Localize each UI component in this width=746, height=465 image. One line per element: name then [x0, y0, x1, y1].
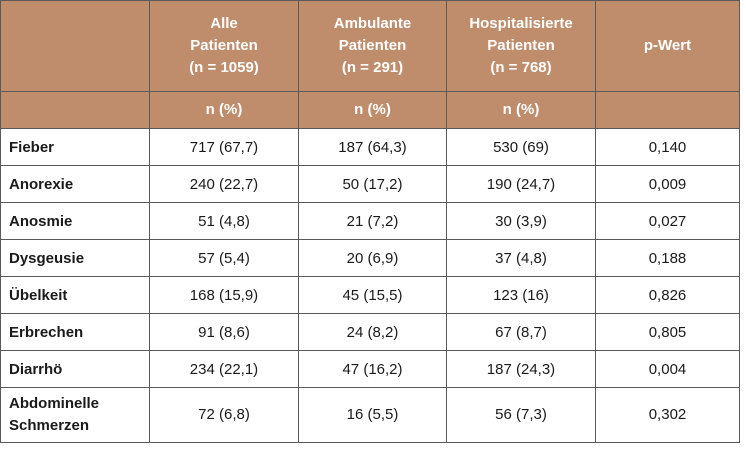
cell-all: 717 (67,7) [149, 128, 299, 166]
cell-outpatient: 45 (15,5) [298, 276, 447, 314]
table-row: Abdominelle Schmerzen 72 (6,8) 16 (5,5) … [0, 387, 740, 443]
header-cell-outpatients: Ambulante Patienten (n = 291) [298, 0, 447, 92]
cell-all: 91 (8,6) [149, 313, 299, 351]
header-text: Alle [210, 15, 238, 32]
cell-all: 72 (6,8) [149, 387, 299, 443]
cell-outpatient: 16 (5,5) [298, 387, 447, 443]
cell-all: 240 (22,7) [149, 165, 299, 203]
header-row-units: n (%) n (%) n (%) [0, 91, 740, 129]
header-text: Ambulante [333, 15, 412, 32]
row-label-text: Anorexie [9, 175, 74, 193]
unit-cell: n (%) [446, 91, 596, 129]
row-label: Dysgeusie [0, 239, 150, 277]
cell-hospitalized: 37 (4,8) [446, 239, 596, 277]
cell-p-value: 0,009 [595, 165, 740, 203]
row-label-text: Anosmie [9, 212, 73, 230]
header-text: Hospitalisierte [469, 15, 573, 32]
row-label: Übelkeit [0, 276, 150, 314]
cell-hospitalized: 56 (7,3) [446, 387, 596, 443]
cell-p-value: 0,004 [595, 350, 740, 388]
table-row: Anosmie 51 (4,8) 21 (7,2) 30 (3,9) 0,027 [0, 202, 740, 240]
cell-outpatient: 24 (8,2) [298, 313, 447, 351]
row-label-text: Abdominelle [9, 395, 100, 412]
cell-p-value: 0,188 [595, 239, 740, 277]
header-text: (n = 291) [341, 59, 404, 76]
cell-all: 57 (5,4) [149, 239, 299, 277]
row-label-text: Dysgeusie [9, 249, 85, 267]
table-row: Dysgeusie 57 (5,4) 20 (6,9) 37 (4,8) 0,1… [0, 239, 740, 277]
table-row: Fieber 717 (67,7) 187 (64,3) 530 (69) 0,… [0, 128, 740, 166]
cell-p-value: 0,027 [595, 202, 740, 240]
cell-hospitalized: 123 (16) [446, 276, 596, 314]
header-cell-p-value: p-Wert [595, 0, 740, 92]
row-label-text: Diarrhö [9, 360, 63, 378]
row-label: Anosmie [0, 202, 150, 240]
unit-cell: n (%) [149, 91, 299, 129]
table-row: Diarrhö 234 (22,1) 47 (16,2) 187 (24,3) … [0, 350, 740, 388]
unit-cell-empty [0, 91, 150, 129]
unit-cell-empty [595, 91, 740, 129]
cell-outpatient: 20 (6,9) [298, 239, 447, 277]
symptom-table: Alle Patienten (n = 1059) Ambulante Pati… [0, 0, 740, 443]
header-text: Patienten [190, 37, 258, 54]
cell-hospitalized: 530 (69) [446, 128, 596, 166]
table-header: Alle Patienten (n = 1059) Ambulante Pati… [0, 0, 740, 129]
row-label-text: Schmerzen [9, 417, 90, 434]
unit-cell: n (%) [298, 91, 447, 129]
cell-all: 234 (22,1) [149, 350, 299, 388]
cell-hospitalized: 67 (8,7) [446, 313, 596, 351]
header-row-groups: Alle Patienten (n = 1059) Ambulante Pati… [0, 0, 740, 92]
row-label: Fieber [0, 128, 150, 166]
cell-p-value: 0,805 [595, 313, 740, 351]
row-label: Anorexie [0, 165, 150, 203]
header-cell-all-patients: Alle Patienten (n = 1059) [149, 0, 299, 92]
header-text: Patienten [338, 37, 407, 54]
row-label-text: Erbrechen [9, 323, 84, 341]
row-label-text: Übelkeit [9, 286, 68, 304]
table-row: Übelkeit 168 (15,9) 45 (15,5) 123 (16) 0… [0, 276, 740, 314]
header-cell-hospitalized: Hospitalisierte Patienten (n = 768) [446, 0, 596, 92]
cell-all: 168 (15,9) [149, 276, 299, 314]
cell-p-value: 0,826 [595, 276, 740, 314]
cell-hospitalized: 190 (24,7) [446, 165, 596, 203]
cell-outpatient: 187 (64,3) [298, 128, 447, 166]
header-text: (n = 768) [490, 59, 552, 76]
header-cell-empty [0, 0, 150, 92]
row-label: Diarrhö [0, 350, 150, 388]
cell-hospitalized: 187 (24,3) [446, 350, 596, 388]
table-row: Erbrechen 91 (8,6) 24 (8,2) 67 (8,7) 0,8… [0, 313, 740, 351]
cell-p-value: 0,302 [595, 387, 740, 443]
row-label-text: Fieber [9, 138, 55, 156]
table-body: Fieber 717 (67,7) 187 (64,3) 530 (69) 0,… [0, 128, 740, 443]
row-label: Abdominelle Schmerzen [0, 387, 150, 443]
cell-p-value: 0,140 [595, 128, 740, 166]
cell-outpatient: 21 (7,2) [298, 202, 447, 240]
header-text: (n = 1059) [189, 59, 259, 76]
cell-outpatient: 47 (16,2) [298, 350, 447, 388]
cell-all: 51 (4,8) [149, 202, 299, 240]
header-text: Patienten [487, 37, 555, 54]
header-text: p-Wert [643, 37, 692, 54]
cell-outpatient: 50 (17,2) [298, 165, 447, 203]
row-label: Erbrechen [0, 313, 150, 351]
cell-hospitalized: 30 (3,9) [446, 202, 596, 240]
table-row: Anorexie 240 (22,7) 50 (17,2) 190 (24,7)… [0, 165, 740, 203]
